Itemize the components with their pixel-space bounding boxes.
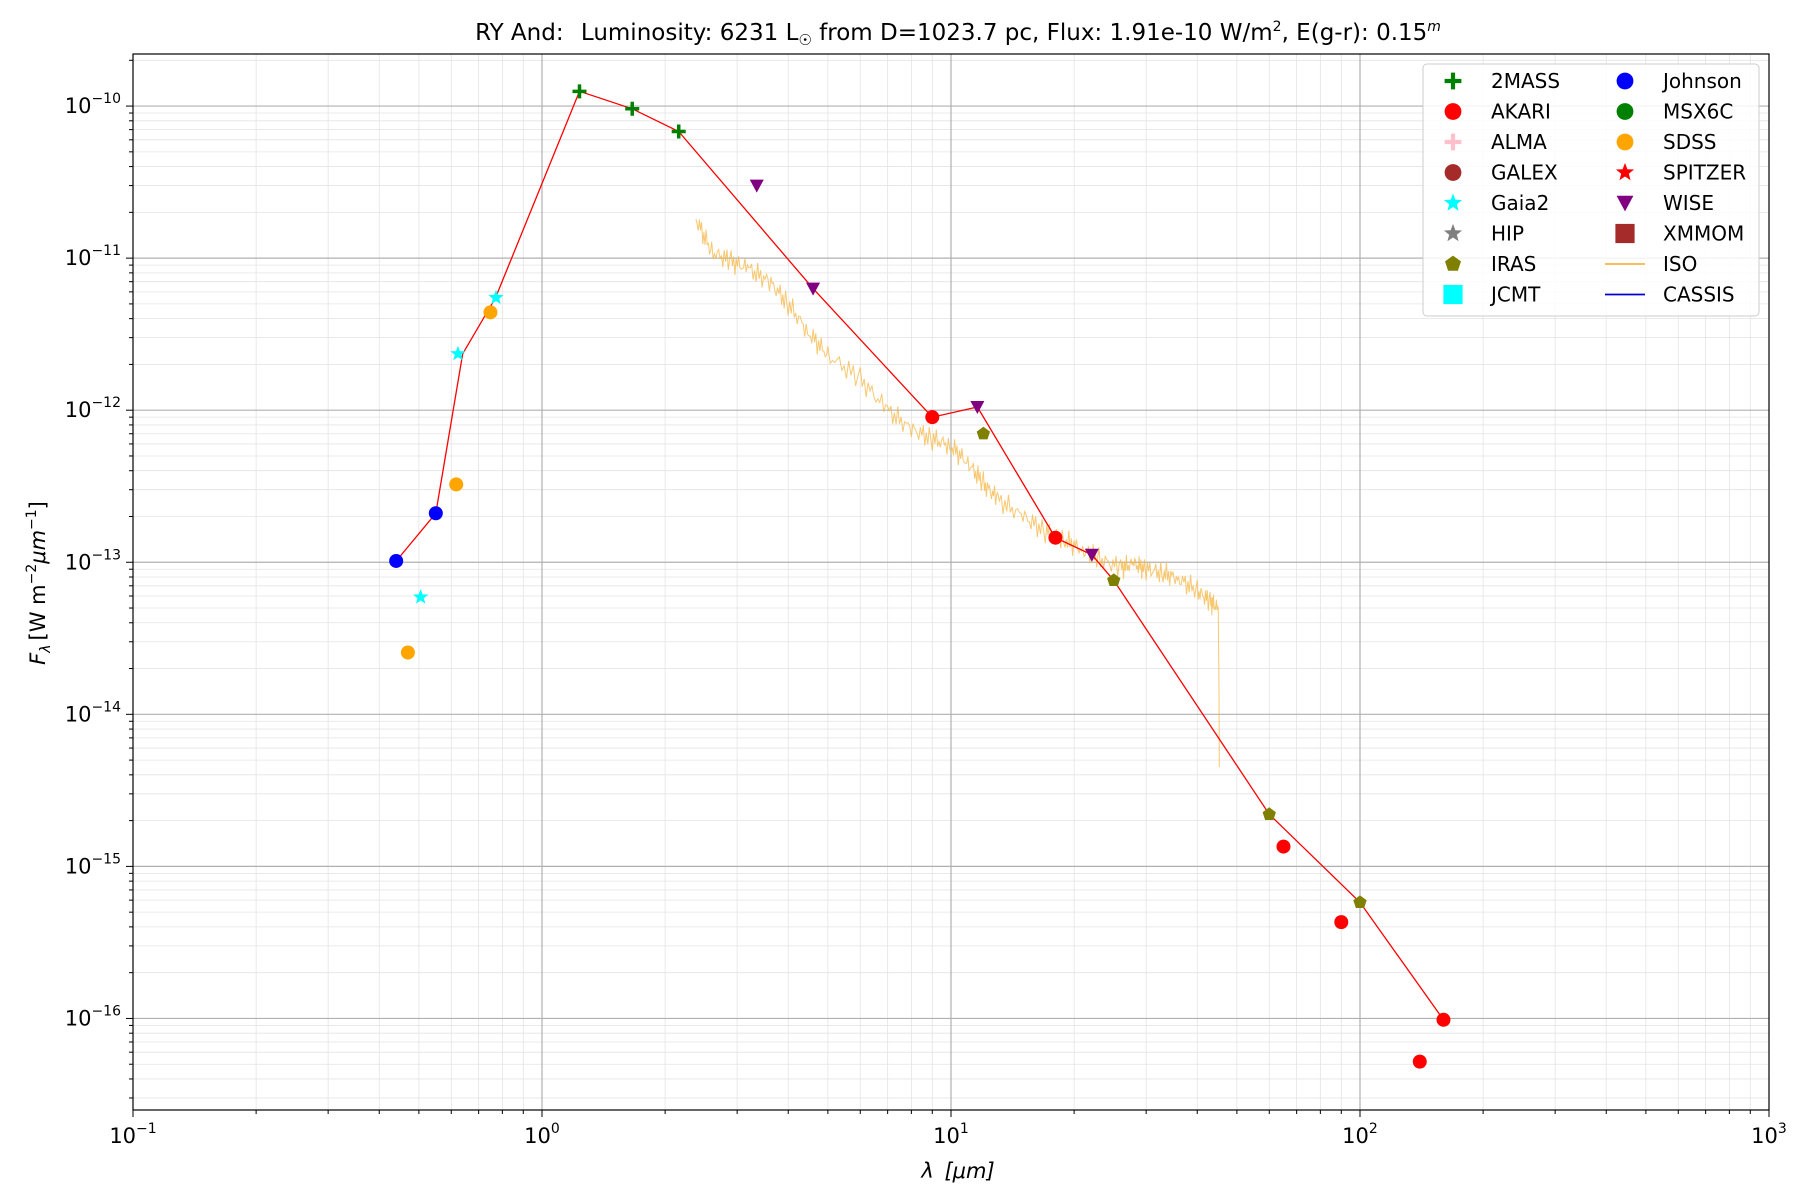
iras-point: [1353, 895, 1367, 908]
wise-point: [749, 179, 764, 193]
title-sun-symbol: ☉: [798, 31, 811, 49]
y-tick-label: 10−15: [65, 851, 121, 878]
sdss-point: [449, 477, 464, 492]
akari-point: [1334, 915, 1349, 930]
title-luminosity: Luminosity: 6231 L: [581, 20, 799, 46]
title-distance-flux: from D=1023.7 pc, Flux: 1.91e-10 W/m: [812, 20, 1273, 46]
title-extinction: , E(g-r): 0.15: [1282, 20, 1428, 46]
x-tick-label: 101: [933, 1121, 969, 1148]
legend-jcmt-label: JCMT: [1489, 283, 1541, 307]
legend-spitzer-label: SPITZER: [1663, 161, 1746, 185]
legend-gaia2-marker: [1443, 193, 1463, 211]
legend-galex-label: GALEX: [1491, 161, 1558, 185]
y-tick-label: 10−10: [65, 91, 121, 118]
legend-cassis-label: CASSIS: [1663, 283, 1735, 307]
johnson-point: [389, 553, 404, 568]
wise-point: [806, 282, 821, 296]
2mass-point: [625, 101, 640, 116]
x-axis-label: λ [μm]: [920, 1159, 994, 1183]
sdss-point: [483, 305, 498, 320]
legend-jcmt-marker: [1443, 284, 1463, 305]
2mass-point: [671, 124, 686, 139]
title-extinction-sup: m: [1427, 19, 1441, 35]
legend-akari-label: AKARI: [1491, 100, 1551, 124]
gaia2-point: [413, 589, 429, 604]
sed-line: [395, 90, 1445, 1021]
gaia2-point: [450, 345, 466, 361]
y-tick-label: 10−14: [65, 699, 121, 726]
y-axis-label: Fλ[W m−2μm−1]: [24, 501, 54, 665]
legend-sdss-label: SDSS: [1663, 130, 1717, 154]
wise-point: [1084, 548, 1099, 562]
legend-sdss-marker: [1616, 133, 1634, 151]
axis-ticks: 10−1 100 101 102 103 10−16 10−15 10−14 10−13 10−1…: [65, 59, 1787, 1148]
title-flux-exponent: 2: [1273, 19, 1282, 35]
legend-iso-label: ISO: [1663, 252, 1697, 276]
axes-frame: [132, 53, 1770, 1111]
legend-box: [1422, 63, 1760, 317]
legend-johnson-marker: [1616, 72, 1634, 90]
major-grid: [133, 54, 1769, 1110]
x-tick-label: 10−1: [109, 1121, 156, 1148]
x-tick-label: 102: [1342, 1121, 1378, 1148]
x-tick-label: 100: [524, 1121, 560, 1148]
y-tick-label: 10−13: [65, 547, 121, 574]
sdss-point: [400, 645, 415, 660]
wise-point: [970, 400, 985, 414]
legend-johnson-label: Johnson: [1661, 69, 1742, 93]
legend-xmmom-marker: [1615, 223, 1635, 244]
plot-area: [389, 84, 1451, 1069]
legend-hip-marker: [1443, 223, 1463, 242]
legend-iras-label: IRAS: [1491, 252, 1536, 276]
y-tick-label: 10−11: [65, 243, 121, 270]
legend-spitzer-marker: [1615, 162, 1635, 181]
akari-point: [1412, 1054, 1427, 1069]
legend-iras-marker: [1445, 255, 1461, 271]
legend-alma-marker: [1444, 133, 1462, 151]
akari-point: [1276, 839, 1291, 854]
x-tick-label: 103: [1751, 1121, 1787, 1148]
iso-spectrum-line: [695, 219, 1220, 768]
y-tick-label: 10−12: [65, 395, 121, 422]
chart-title: RY And: Luminosity: 6231 L☉ from D=1023.…: [475, 19, 1441, 49]
legend-wise-marker: [1616, 195, 1634, 212]
legend-wise-label: WISE: [1663, 191, 1714, 215]
legend-galex-marker: [1444, 164, 1462, 181]
legend-gaia2-label: Gaia2: [1491, 191, 1549, 215]
gaia2-point: [488, 289, 504, 305]
iras-point: [1107, 573, 1121, 586]
y-tick-label: 10−16: [65, 1003, 121, 1030]
legend-hip-label: HIP: [1491, 222, 1524, 246]
2mass-point: [572, 84, 587, 99]
legend-msx6c-label: MSX6C: [1663, 100, 1733, 124]
legend-2mass-marker: [1444, 72, 1462, 90]
legend-alma-label: ALMA: [1491, 130, 1547, 154]
iras-point: [976, 426, 990, 440]
legend-xmmom-label: XMMOM: [1663, 222, 1744, 246]
title-star: RY And:: [475, 20, 564, 46]
legend-2mass-label: 2MASS: [1491, 69, 1560, 93]
akari-point: [1048, 530, 1063, 545]
akari-point: [925, 410, 940, 425]
legend: 2MASS AKARI ALMA GALEX Gaia2 HIP IRAS JCMT Johns…: [1422, 63, 1760, 317]
akari-point: [1436, 1012, 1451, 1027]
johnson-point: [428, 506, 443, 521]
legend-msx6c-marker: [1616, 103, 1634, 120]
legend-akari-marker: [1444, 103, 1462, 120]
iras-point: [1262, 807, 1276, 820]
